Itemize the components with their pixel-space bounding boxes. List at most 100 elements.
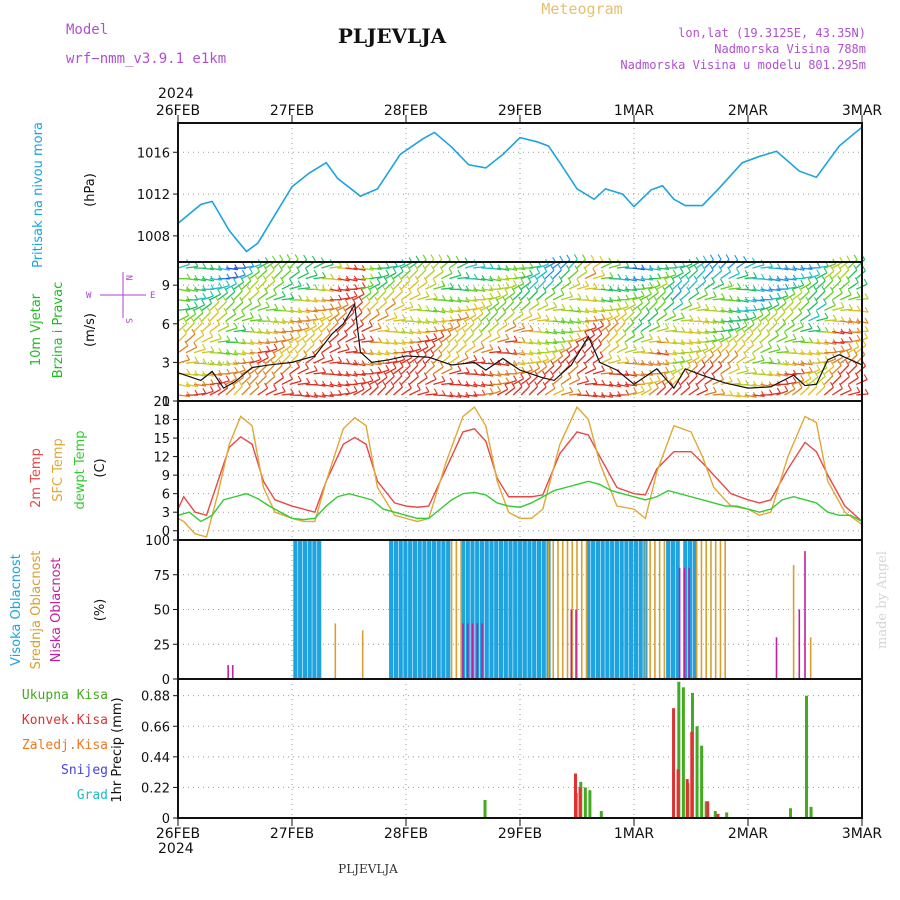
wind-barb-flag xyxy=(526,381,530,387)
wind-barb xyxy=(632,323,643,332)
wind-barb xyxy=(273,377,284,385)
wind-barb-flag xyxy=(425,335,430,341)
wind-barb xyxy=(648,284,661,290)
wind-barb-flag xyxy=(209,386,214,392)
wind-barb-flag xyxy=(217,333,222,339)
wind-barb-flag xyxy=(201,299,206,306)
wind-barb xyxy=(800,313,811,322)
wind-barb xyxy=(241,265,254,269)
wind-barb-flag xyxy=(378,337,382,343)
wind-barb xyxy=(457,288,470,292)
wind-barb xyxy=(752,322,762,332)
wind-barb-flag xyxy=(557,264,562,271)
wind-barb xyxy=(688,261,700,269)
precip-conv-bar xyxy=(676,769,680,818)
wind-barb xyxy=(409,293,421,301)
wind-barb xyxy=(313,276,326,280)
wind-barb-flag xyxy=(273,384,278,391)
wind-barb xyxy=(784,286,797,290)
wind-barb xyxy=(648,325,660,333)
temp2m-label: 2m Temp xyxy=(29,448,44,508)
x-day-label-top: 3MAR xyxy=(842,103,883,119)
wind-barb-flag xyxy=(406,265,411,271)
wind-barb xyxy=(497,267,510,271)
cloud-high-bar xyxy=(610,540,615,679)
wind-barb-flag xyxy=(640,290,645,297)
wind-barb xyxy=(784,293,796,301)
wind-barb xyxy=(680,386,691,396)
wind-barb-flag xyxy=(646,296,651,303)
cloud-low-bar xyxy=(798,609,801,679)
wind-barb xyxy=(217,267,230,271)
cloud-mid-label: Srednja Oblacnost xyxy=(29,551,44,670)
wind-barb-flag xyxy=(416,289,421,295)
wind-barb xyxy=(672,386,682,396)
wind-barb-flag xyxy=(575,340,580,346)
wind-barb-flag xyxy=(855,341,860,348)
wind-barb-flag xyxy=(298,294,303,301)
cloud-mid-bar xyxy=(644,540,647,679)
wind-barb-flag xyxy=(752,311,757,318)
wind-barb xyxy=(552,376,563,385)
wind-barb xyxy=(488,311,499,322)
wind-barb xyxy=(672,367,684,375)
wind-barb-flag xyxy=(312,255,316,262)
wind-barb xyxy=(265,389,277,396)
wind-barb-flag xyxy=(798,307,803,314)
wind-barb xyxy=(728,334,739,343)
wind-barb-flag xyxy=(441,294,446,301)
wind-barb xyxy=(369,352,382,356)
wind-barb xyxy=(369,362,382,366)
wind-barb-flag xyxy=(702,350,707,357)
wind-barb xyxy=(424,344,436,354)
wind-barb xyxy=(393,386,403,396)
wind-barb xyxy=(489,390,501,396)
wind-barb-flag xyxy=(290,293,295,299)
wind-barb xyxy=(513,371,526,375)
wind-barb xyxy=(600,288,613,292)
y-tick-label: 12 xyxy=(153,451,170,466)
wind-barb xyxy=(576,309,589,314)
wind-barb-flag xyxy=(862,340,867,346)
wind-barb xyxy=(465,299,478,302)
wind-barb-flag xyxy=(542,275,546,281)
wind-barb xyxy=(193,322,203,332)
wind-barb-flag xyxy=(273,343,278,350)
wind-barb-flag xyxy=(629,317,634,324)
wind-barb xyxy=(744,276,757,280)
wind-barb xyxy=(177,345,189,354)
wind-barb xyxy=(720,259,730,269)
wind-barb-flag xyxy=(845,264,850,271)
wind-barb-flag xyxy=(489,358,494,365)
wind-barb-flag xyxy=(537,312,542,318)
wind-barb xyxy=(600,383,613,387)
wind-barb-flag xyxy=(559,350,564,357)
wind-barb xyxy=(512,327,525,333)
wind-barb xyxy=(201,277,214,282)
wind-barb xyxy=(816,317,829,322)
wind-barb xyxy=(520,376,532,385)
cloud-high-bar xyxy=(398,540,403,679)
wind-barb-flag xyxy=(247,371,252,377)
wind-barb-flag xyxy=(784,346,789,352)
wind-barb-flag xyxy=(376,373,381,380)
wind-barb-flag xyxy=(766,308,771,314)
wind-barb xyxy=(457,394,470,398)
wind-barb xyxy=(217,362,230,367)
wind-barb-flag xyxy=(599,351,604,357)
wind-barb xyxy=(321,345,332,354)
wind-barb xyxy=(624,288,637,292)
cloud-high-bar xyxy=(431,540,437,679)
wind-barb-flag xyxy=(409,345,414,352)
wind-barb-flag xyxy=(536,362,541,369)
wind-barb-flag xyxy=(769,356,773,363)
wind-barb-flag xyxy=(241,310,246,316)
wind-barb-flag xyxy=(479,308,484,315)
wind-barb-flag xyxy=(225,320,230,327)
wind-barb-flag xyxy=(278,360,283,366)
wind-barb-flag xyxy=(513,335,518,342)
wind-barb-flag xyxy=(853,349,858,356)
wind-barb-flag xyxy=(585,390,590,396)
cloud-low-bar xyxy=(481,623,483,679)
